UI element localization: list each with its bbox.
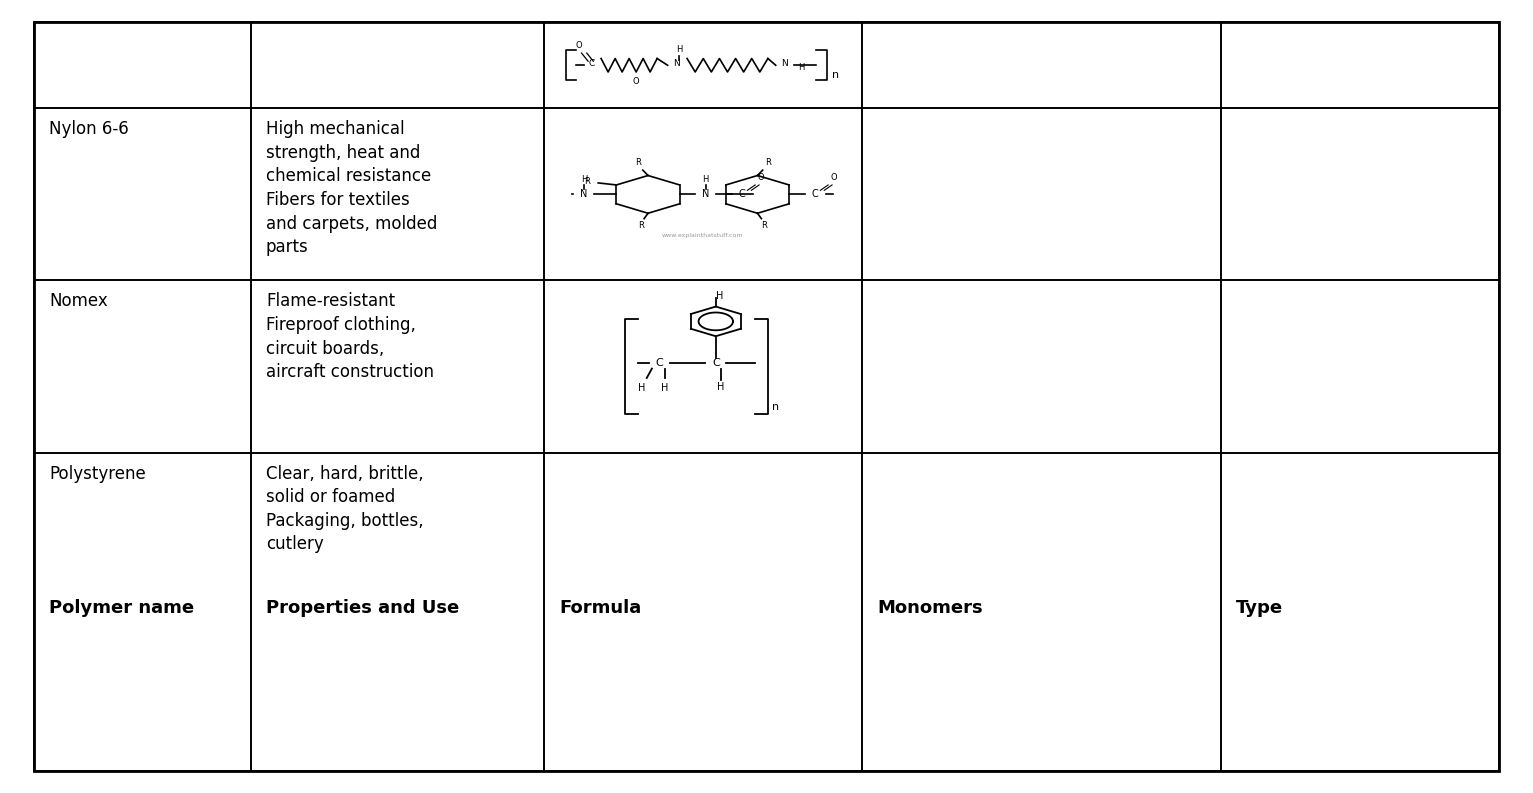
Bar: [544, 281, 862, 453]
Text: C: C: [739, 190, 745, 199]
Text: H: H: [638, 383, 645, 393]
Bar: [250, 109, 544, 281]
Text: C: C: [711, 358, 719, 368]
Bar: [34, 109, 250, 281]
Text: Monomers: Monomers: [877, 599, 983, 617]
Text: Flame-resistant
Fireproof clothing,
circuit boards,
aircraft construction: Flame-resistant Fireproof clothing, circ…: [265, 293, 434, 381]
Bar: [250, 453, 544, 771]
Text: R: R: [635, 159, 641, 167]
Bar: [544, 453, 862, 771]
Bar: [1220, 109, 1499, 281]
Text: H: H: [581, 174, 587, 184]
Text: H: H: [661, 383, 668, 393]
Text: Polystyrene: Polystyrene: [49, 465, 146, 482]
Text: Properties and Use: Properties and Use: [265, 599, 460, 617]
Text: Formula: Formula: [560, 599, 641, 617]
Text: H: H: [797, 63, 805, 72]
Text: H: H: [717, 382, 725, 392]
Bar: [34, 22, 250, 109]
Bar: [544, 22, 862, 109]
Text: R: R: [765, 159, 771, 167]
Text: R: R: [760, 221, 766, 230]
Text: O: O: [829, 173, 837, 182]
Bar: [862, 453, 1220, 771]
Bar: [862, 22, 1220, 109]
Text: O: O: [757, 173, 763, 182]
Text: C: C: [589, 59, 595, 68]
Text: High mechanical
strength, heat and
chemical resistance
Fibers for textiles
and c: High mechanical strength, heat and chemi…: [265, 121, 437, 256]
Text: Clear, hard, brittle,
solid or foamed
Packaging, bottles,
cutlery: Clear, hard, brittle, solid or foamed Pa…: [265, 465, 423, 554]
Text: N: N: [579, 190, 587, 199]
Text: R: R: [639, 221, 644, 230]
Bar: [250, 281, 544, 453]
Text: Type: Type: [1236, 599, 1283, 617]
Text: Nomex: Nomex: [49, 293, 107, 310]
Bar: [1220, 453, 1499, 771]
Text: n: n: [771, 402, 779, 412]
Bar: [34, 281, 250, 453]
Bar: [250, 22, 544, 109]
Text: N: N: [702, 190, 710, 199]
Text: O: O: [576, 41, 583, 51]
Text: N: N: [782, 59, 788, 68]
Bar: [1220, 22, 1499, 109]
Text: H: H: [676, 45, 682, 55]
Bar: [862, 109, 1220, 281]
Text: N: N: [673, 59, 681, 68]
Text: Polymer name: Polymer name: [49, 599, 195, 617]
Text: Nylon 6-6: Nylon 6-6: [49, 121, 129, 138]
Text: C: C: [656, 358, 664, 368]
Text: O: O: [632, 78, 639, 86]
Text: www.explainthatstuff.com: www.explainthatstuff.com: [662, 233, 744, 239]
Text: C: C: [812, 190, 819, 199]
Bar: [544, 109, 862, 281]
Bar: [34, 453, 250, 771]
Text: R: R: [584, 177, 590, 186]
Text: H: H: [702, 174, 708, 184]
Text: H: H: [716, 292, 724, 301]
Bar: [1220, 281, 1499, 453]
Text: n: n: [832, 70, 839, 80]
Bar: [862, 281, 1220, 453]
